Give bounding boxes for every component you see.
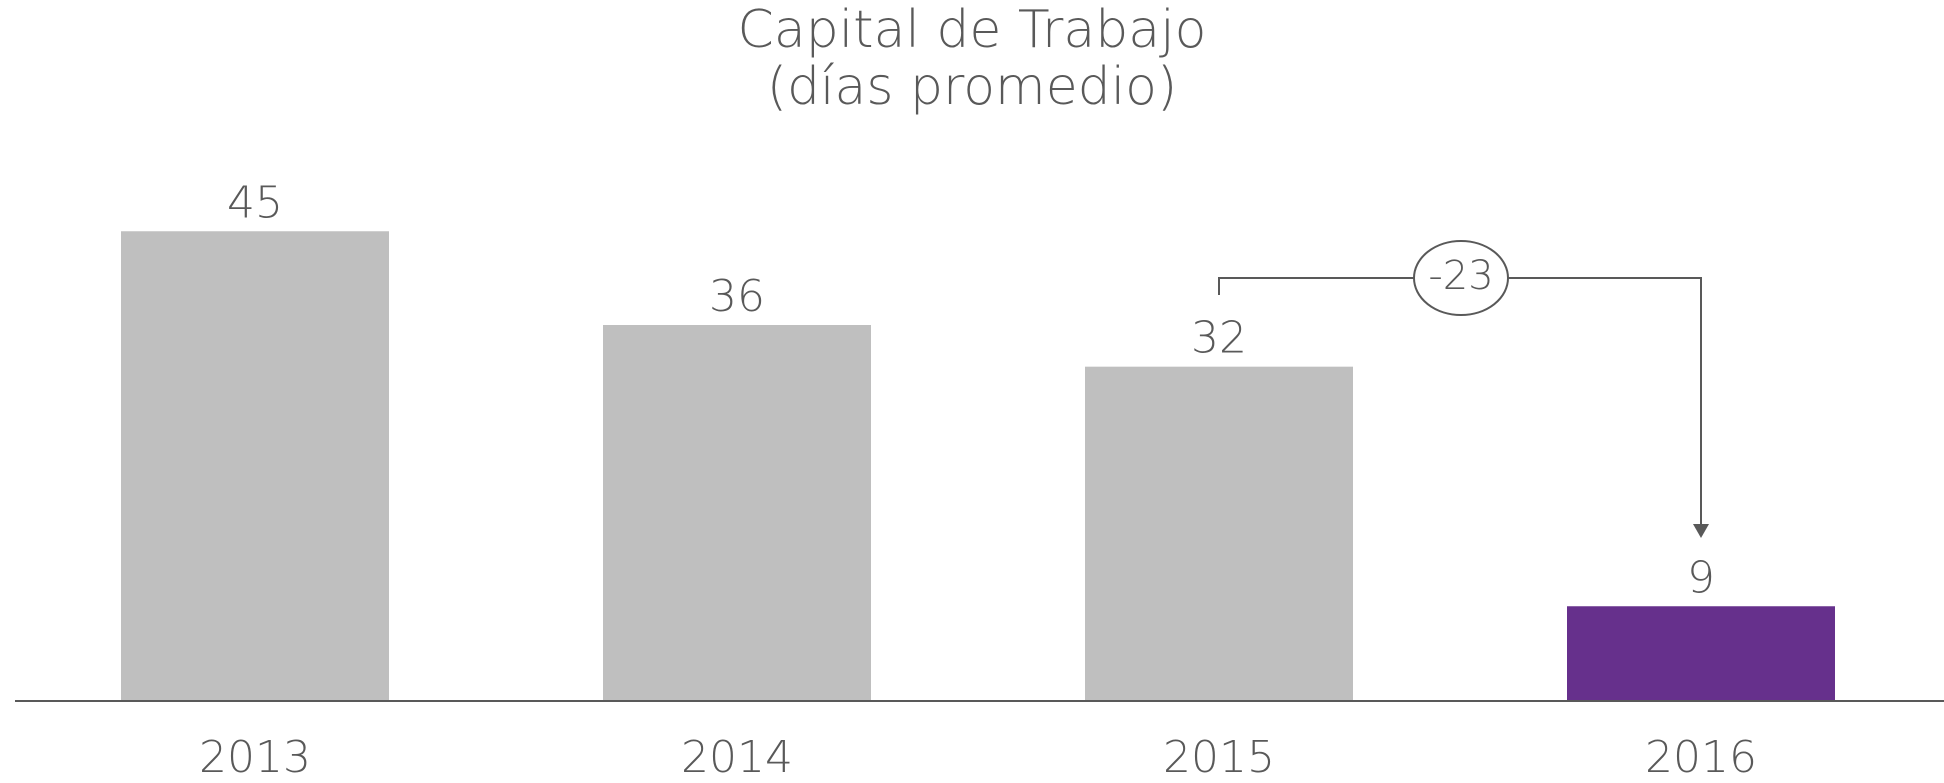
value-label: 36 [709, 271, 765, 322]
chart-title: Capital de Trabajo [738, 0, 1207, 60]
annotation-bubble [1413, 240, 1509, 316]
x-tick-label: 2015 [1163, 732, 1275, 783]
bar [603, 325, 871, 700]
x-tick-label: 2016 [1645, 732, 1757, 783]
bar [1085, 366, 1353, 700]
annotation-bracket [1218, 277, 1702, 526]
value-label: 45 [227, 177, 283, 228]
bar [121, 231, 389, 700]
value-label: 9 [1687, 552, 1715, 603]
annotation-text: -23 [1428, 253, 1493, 299]
x-tick-label: 2013 [199, 732, 311, 783]
value-label: 32 [1191, 313, 1247, 364]
x-tick-label: 2014 [681, 732, 793, 783]
bar [1567, 606, 1835, 700]
chart-subtitle: (días promedio) [767, 57, 1178, 117]
annotation-arrowhead [1693, 524, 1709, 538]
